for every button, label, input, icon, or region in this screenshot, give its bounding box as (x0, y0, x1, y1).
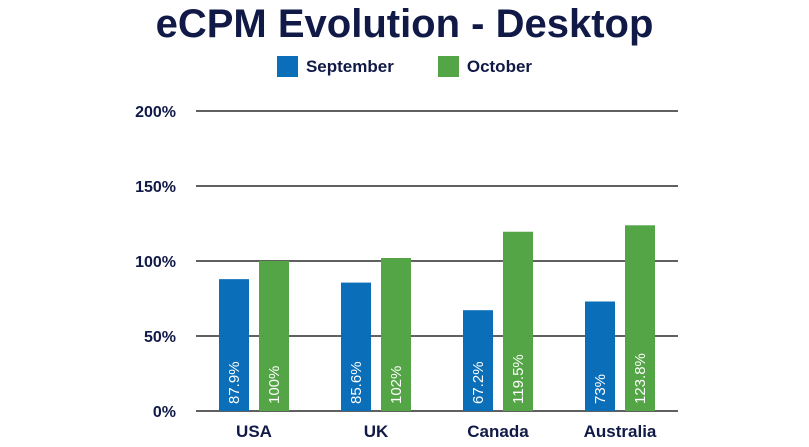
legend-label-october: October (466, 56, 533, 76)
y-tick-label-50: 50% (144, 329, 176, 346)
legend-label-september: September (305, 56, 394, 76)
bar-september-canada (463, 310, 493, 411)
legend: September October (0, 56, 809, 77)
bar-september-uk (341, 282, 371, 411)
data-label-october-australia: 123.8% (632, 353, 649, 404)
data-label-october-canada: 119.5% (510, 354, 527, 404)
x-tick-label-uk: UK (364, 422, 389, 441)
x-tick-label-australia: Australia (584, 422, 657, 441)
bar-september-australia (585, 301, 615, 411)
legend-swatch-october (437, 56, 459, 77)
chart-title: eCPM Evolution - Desktop (155, 2, 654, 46)
data-label-september-australia: 73% (592, 374, 609, 404)
x-tick-label-usa: USA (236, 422, 272, 441)
legend-item-september: September (276, 56, 394, 77)
legend-swatch-september (276, 56, 298, 77)
legend-item-october: October (437, 56, 533, 77)
bar-october-uk (381, 258, 411, 411)
bar-september-usa (219, 279, 249, 411)
data-label-october-uk: 102% (388, 366, 405, 404)
bar-october-canada (503, 231, 533, 411)
bar-october-australia (625, 225, 655, 411)
x-tick-label-canada: Canada (467, 422, 529, 441)
data-label-september-canada: 67.2% (470, 361, 487, 404)
y-tick-label-100: 100% (135, 254, 176, 271)
y-tick-label-200: 200% (135, 104, 176, 121)
y-tick-label-150: 150% (135, 179, 176, 196)
bar-october-usa (259, 261, 289, 411)
data-label-september-usa: 87.9% (226, 361, 243, 404)
data-label-october-usa: 100% (266, 366, 283, 404)
y-tick-label-0: 0% (153, 404, 176, 421)
data-label-september-uk: 85.6% (348, 361, 365, 404)
